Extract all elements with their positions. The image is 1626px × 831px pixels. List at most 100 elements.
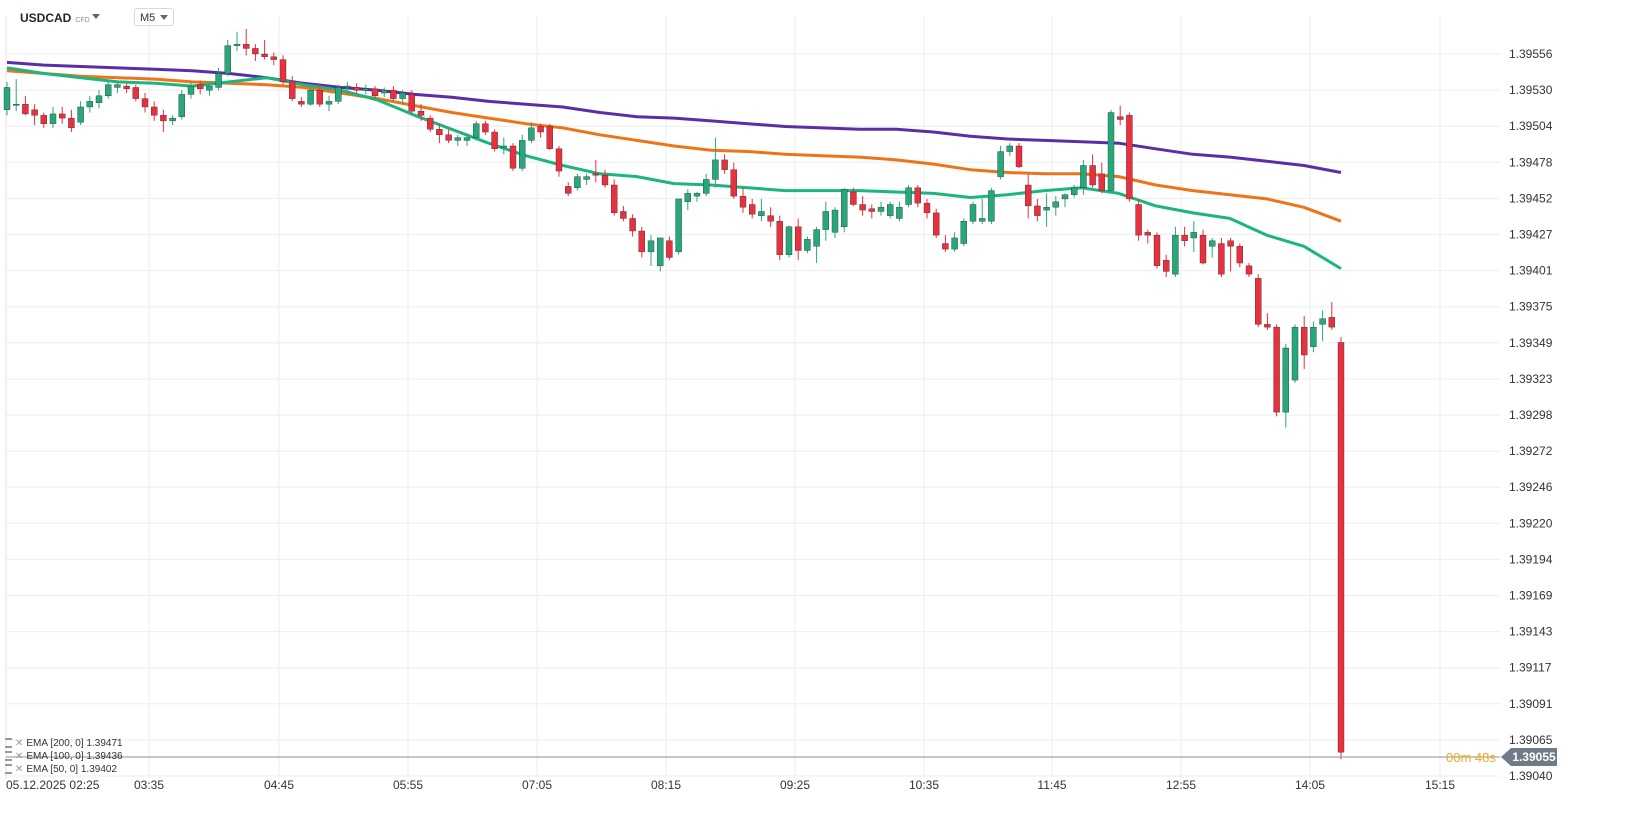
menu-icon[interactable]: [5, 751, 12, 762]
chevron-down-icon[interactable]: [92, 14, 100, 19]
candle: [12, 79, 20, 112]
candle-body: [141, 98, 149, 108]
candle-body: [795, 226, 802, 251]
y-tick-label: 1.39272: [1509, 444, 1553, 458]
timeframe-select[interactable]: M5: [134, 8, 174, 26]
candle-body: [583, 176, 590, 180]
candle-body: [233, 44, 241, 46]
candle-body: [362, 88, 369, 91]
candle: [1080, 159, 1087, 195]
candle: [601, 169, 609, 188]
candle: [49, 106, 57, 128]
candle: [1273, 324, 1280, 417]
candle: [776, 215, 783, 261]
candle: [1024, 173, 1032, 219]
candle-body: [1024, 184, 1032, 207]
menu-icon[interactable]: [5, 738, 12, 749]
candle: [31, 104, 38, 126]
candle: [344, 81, 351, 95]
candle: [491, 129, 498, 152]
x-tick-label: 09:25: [780, 778, 810, 792]
candle-body: [1116, 116, 1124, 120]
candle: [758, 198, 765, 222]
candle: [1328, 302, 1336, 330]
ema-lines: [6, 60, 1342, 270]
candle: [463, 134, 471, 146]
candle-body: [1098, 173, 1106, 191]
y-tick-label: 1.39530: [1509, 83, 1553, 97]
candle-body: [344, 85, 351, 88]
legend-ema-100[interactable]: ✕ EMA [100, 0] 1.39436: [5, 751, 123, 762]
close-icon[interactable]: ✕: [15, 738, 24, 749]
candle: [979, 198, 986, 225]
candle: [1291, 324, 1299, 383]
candle-body: [1172, 234, 1179, 275]
candle-body: [22, 103, 29, 115]
candle-body: [979, 218, 986, 222]
candle: [831, 207, 839, 238]
candle: [942, 235, 949, 252]
candle-body: [887, 204, 894, 216]
legend-label: EMA [100, 0] 1.39436: [26, 751, 123, 762]
legend-ema-200[interactable]: ✕ EMA [200, 0] 1.39471: [5, 738, 123, 749]
candle: [104, 81, 112, 99]
candle: [1107, 109, 1115, 194]
candle: [620, 205, 627, 222]
candle-body: [114, 84, 121, 88]
y-tick-label: 1.39452: [1509, 191, 1553, 205]
candle-body: [252, 48, 259, 55]
y-tick-label: 1.39220: [1509, 516, 1553, 530]
y-tick-label: 1.39065: [1509, 733, 1553, 747]
candle: [169, 115, 176, 126]
candle: [850, 187, 857, 206]
candle: [804, 236, 811, 254]
symbol-selector[interactable]: USDCAD CFD: [20, 11, 90, 25]
candle: [914, 184, 921, 208]
x-tick-label: 11:45: [1037, 778, 1066, 792]
candle-body: [3, 87, 11, 110]
close-icon[interactable]: ✕: [15, 764, 24, 775]
candle-timer: 00m 48s: [1446, 750, 1496, 765]
candle-body: [519, 140, 526, 169]
candle: [178, 90, 186, 120]
candle: [1337, 336, 1345, 760]
y-tick-label: 1.39194: [1509, 552, 1553, 566]
candle-body: [767, 215, 774, 222]
candle-body: [574, 176, 581, 188]
candle: [813, 226, 820, 264]
candle: [417, 104, 425, 121]
legend-ema-50[interactable]: ✕ EMA [50, 0] 1.39402: [5, 764, 117, 775]
candle: [785, 225, 793, 258]
candle-body: [1052, 201, 1060, 208]
candle-body: [822, 211, 829, 230]
candle-body: [1337, 342, 1345, 753]
candle-body: [178, 94, 186, 117]
candle-body: [675, 198, 682, 253]
candle-body: [298, 101, 305, 105]
x-tick-label: 08:15: [651, 778, 681, 792]
candle-body: [1135, 204, 1142, 236]
symbol-type: CFD: [75, 17, 90, 24]
candle: [739, 187, 747, 213]
candle: [114, 81, 121, 94]
candle-body: [491, 131, 498, 149]
candle-body: [12, 103, 20, 106]
candle: [500, 137, 507, 155]
candle-body: [289, 81, 296, 99]
candle-body: [1126, 115, 1133, 200]
candle-body: [537, 126, 544, 133]
close-icon[interactable]: ✕: [15, 751, 24, 762]
menu-icon[interactable]: [5, 764, 12, 775]
x-tick-label: 15:15: [1425, 778, 1455, 792]
x-tick-label: 12:55: [1166, 778, 1196, 792]
candle-body: [279, 59, 287, 83]
candle-body: [997, 151, 1004, 177]
candle-body: [427, 117, 434, 130]
candle-body: [1236, 246, 1244, 264]
candle-body: [638, 230, 645, 253]
candle-body: [730, 169, 737, 197]
toolbar: USDCAD CFD M5: [0, 0, 1500, 34]
y-tick-label: 1.39349: [1509, 336, 1553, 350]
candle: [1319, 310, 1326, 342]
